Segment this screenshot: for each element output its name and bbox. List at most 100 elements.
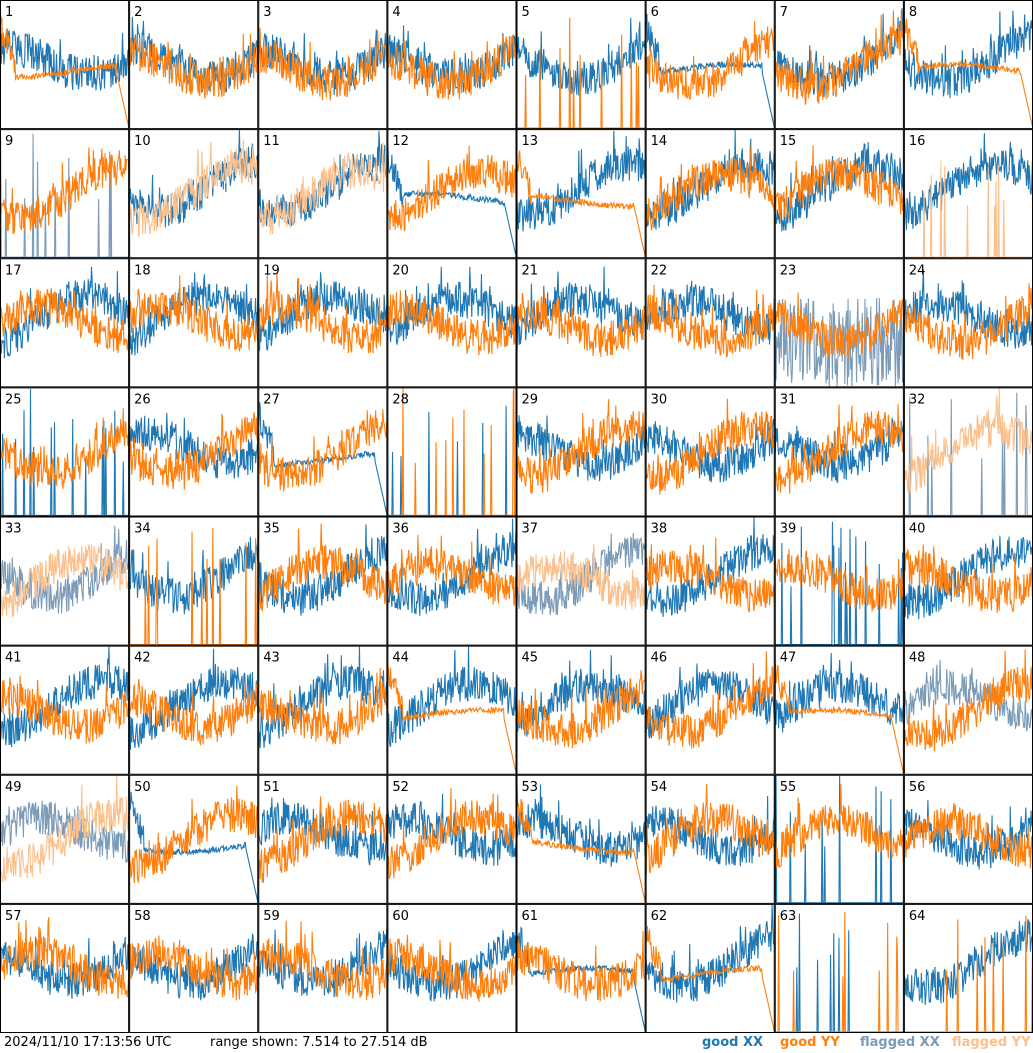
panel-border (387, 645, 517, 775)
panel-12: 12 (387, 129, 517, 259)
series-yy-41 (0, 675, 130, 744)
panel-32: 32 (903, 387, 1033, 517)
panel-43: 43 (258, 645, 388, 775)
series-xx-34 (129, 534, 259, 615)
panel-label: 45 (522, 651, 539, 666)
panel-label: 17 (5, 263, 22, 278)
panel-29: 29 (516, 387, 646, 517)
series-xx-23 (774, 297, 904, 387)
series-yy-61 (516, 931, 646, 1002)
series-yy-63 (774, 911, 904, 1033)
panel-border (0, 516, 130, 646)
panel-border (387, 516, 517, 646)
panel-label: 30 (651, 392, 668, 407)
series-xx-27 (258, 401, 388, 516)
panel-40: 40 (903, 516, 1033, 646)
series-xx-8 (903, 10, 1033, 99)
series-xx-17 (0, 266, 130, 359)
series-yy-7 (774, 10, 904, 105)
series-xx-24 (903, 269, 1033, 349)
panel-label: 39 (780, 522, 797, 537)
series-yy-24 (903, 273, 1033, 361)
series-xx-32 (903, 392, 1033, 517)
series-xx-46 (645, 663, 775, 739)
series-yy-29 (516, 399, 646, 494)
series-yy-17 (0, 288, 130, 353)
series-yy-48 (903, 649, 1033, 752)
panel-label: 28 (392, 392, 409, 407)
panel-label: 61 (522, 909, 539, 924)
series-yy-1 (0, 13, 130, 129)
panel-36: 36 (387, 516, 517, 646)
panel-26: 26 (129, 387, 259, 517)
panel-border (387, 129, 517, 259)
series-xx-42 (129, 648, 259, 750)
panel-border (645, 387, 775, 517)
series-yy-10 (129, 139, 259, 238)
series-yy-64 (903, 915, 1033, 1033)
panel-label: 57 (5, 909, 22, 924)
series-yy-30 (645, 398, 775, 495)
panel-label: 63 (780, 909, 797, 924)
series-xx-50 (129, 789, 259, 904)
series-xx-4 (387, 25, 517, 96)
legend-flagged-xx: flagged XX (860, 1035, 940, 1050)
panel-11: 11 (258, 129, 388, 259)
series-xx-25 (0, 388, 130, 517)
panel-label: 20 (392, 263, 409, 278)
panel-51: 51 (258, 774, 388, 904)
series-xx-41 (0, 646, 130, 748)
panel-52: 52 (387, 774, 517, 904)
series-yy-33 (0, 543, 130, 618)
series-xx-36 (387, 518, 517, 616)
panel-border (258, 516, 388, 646)
panel-label: 19 (263, 263, 280, 278)
series-xx-21 (516, 266, 646, 349)
series-yy-42 (129, 679, 259, 746)
series-xx-51 (258, 797, 388, 866)
panel-label: 46 (651, 651, 668, 666)
panel-42: 42 (129, 645, 259, 775)
panel-18: 18 (129, 258, 259, 388)
series-yy-31 (774, 404, 904, 494)
panel-label: 16 (909, 134, 926, 149)
panel-3: 3 (258, 0, 388, 130)
panel-59: 59 (258, 903, 388, 1033)
panel-63: 63 (774, 903, 904, 1033)
panel-border (258, 258, 388, 388)
panel-label: 10 (134, 134, 151, 149)
panel-62: 62 (645, 903, 775, 1033)
series-xx-48 (903, 660, 1033, 732)
series-xx-47 (774, 653, 904, 733)
series-yy-58 (129, 935, 259, 1001)
panel-21: 21 (516, 258, 646, 388)
panel-border (516, 645, 646, 775)
panel-label: 48 (909, 651, 926, 666)
panel-label: 56 (909, 780, 926, 795)
series-yy-12 (387, 145, 517, 232)
panel-border (645, 0, 775, 130)
series-xx-30 (645, 419, 775, 483)
panel-label: 62 (651, 909, 668, 924)
panel-15: 15 (774, 129, 904, 259)
panel-label: 64 (909, 909, 926, 924)
series-xx-53 (516, 784, 646, 867)
series-yy-23 (774, 292, 904, 360)
panel-label: 8 (909, 5, 917, 20)
series-yy-9 (0, 147, 130, 235)
panel-4: 4 (387, 0, 517, 130)
panel-label: 24 (909, 263, 926, 278)
panel-label: 33 (5, 522, 22, 537)
panel-label: 18 (134, 263, 151, 278)
panel-border (258, 387, 388, 517)
series-yy-2 (129, 33, 259, 99)
series-xx-7 (774, 3, 904, 97)
series-yy-13 (516, 150, 646, 258)
panel-23: 23 (774, 258, 904, 388)
panel-61: 61 (516, 903, 646, 1033)
series-xx-57 (0, 934, 130, 999)
panel-45: 45 (516, 645, 646, 775)
panel-border (387, 774, 517, 904)
series-yy-47 (774, 663, 904, 774)
series-xx-16 (903, 133, 1033, 230)
